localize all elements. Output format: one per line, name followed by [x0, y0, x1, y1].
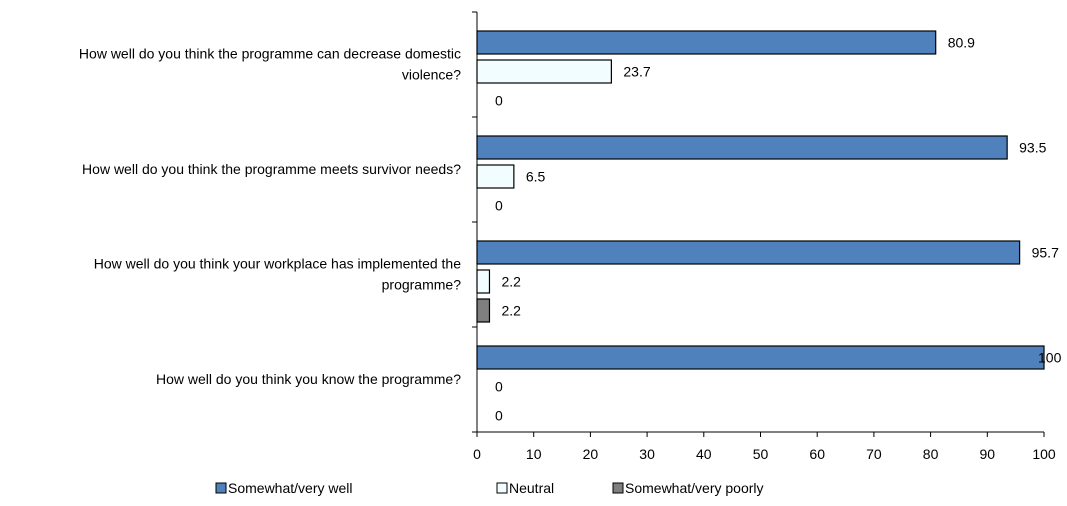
data-label: 93.5 — [1019, 140, 1046, 156]
data-label: 2.2 — [501, 303, 521, 319]
legend-label: Neutral — [509, 480, 554, 496]
legend-swatch — [496, 482, 508, 494]
data-label: 80.9 — [948, 35, 975, 51]
data-label: 95.7 — [1032, 245, 1059, 261]
legend-swatch — [215, 482, 227, 494]
data-label: 0 — [495, 198, 503, 214]
legend-label: Somewhat/very poorly — [625, 480, 764, 496]
data-label: 100 — [1038, 350, 1062, 366]
data-label: 6.5 — [526, 169, 546, 185]
category-label: How well do you think you know the progr… — [156, 371, 461, 387]
bar-poorly-3 — [476, 298, 491, 323]
legend-label: Somewhat/very well — [228, 480, 353, 496]
labels-layer: 80.9 93.5 95.7 100 23.7 6.5 2.2 0 0 0 2.2 0 How well… — [79, 35, 1062, 424]
bar-well-2 — [476, 135, 1008, 160]
category-label: How well do you think the programme meet… — [82, 161, 461, 177]
data-label: 2.2 — [501, 274, 521, 290]
x-tick-label: 20 — [583, 446, 599, 462]
axis-layer: 0 10 20 30 40 50 60 70 80 90 100 — [472, 11, 1056, 462]
data-label: 0 — [495, 93, 503, 109]
x-tick-label: 40 — [696, 446, 712, 462]
bars-layer — [476, 30, 1045, 370]
data-label: 23.7 — [623, 64, 650, 80]
x-tick-label: 70 — [866, 446, 882, 462]
x-tick-label: 80 — [923, 446, 939, 462]
legend-swatch — [612, 482, 624, 494]
x-tick-label: 90 — [980, 446, 996, 462]
x-tick-label: 0 — [473, 446, 481, 462]
category-label: How well do you think your workplace has… — [94, 256, 462, 293]
data-label: 0 — [495, 379, 503, 395]
bar-neutral-3 — [476, 269, 491, 294]
category-label: How well do you think the programme can … — [79, 46, 461, 83]
data-label: 0 — [495, 408, 503, 424]
x-tick-label: 30 — [639, 446, 655, 462]
legend: Somewhat/very well Neutral Somewhat/very p… — [215, 480, 764, 496]
x-tick-label: 100 — [1032, 446, 1056, 462]
bar-neutral-1 — [476, 59, 612, 84]
x-tick-label: 10 — [526, 446, 542, 462]
bar-well-4 — [476, 345, 1045, 370]
x-tick-label: 50 — [753, 446, 769, 462]
bar-neutral-2 — [476, 164, 515, 189]
bar-well-3 — [476, 240, 1021, 265]
bar-well-1 — [476, 30, 937, 55]
x-tick-label: 60 — [809, 446, 825, 462]
